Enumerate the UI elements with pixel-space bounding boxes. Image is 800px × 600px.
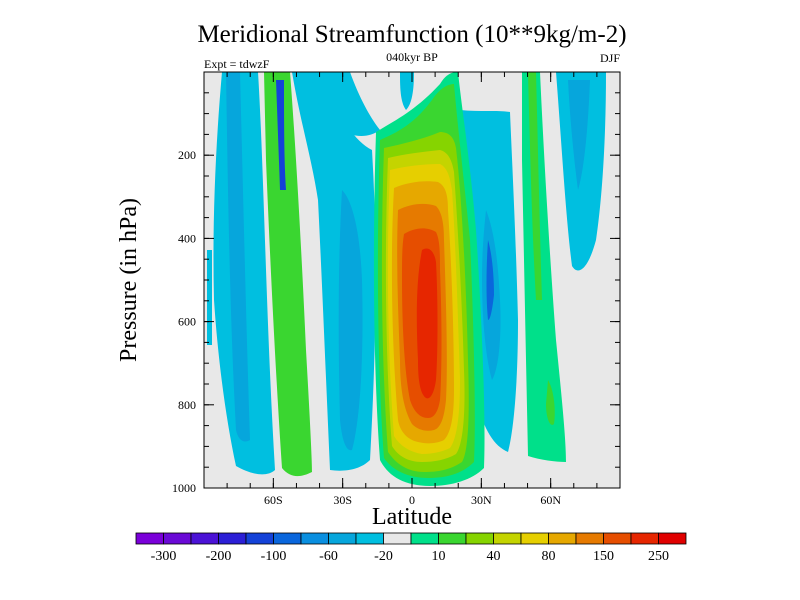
contour-band-blue-60s (276, 80, 286, 190)
y-tick-label: 400 (178, 231, 196, 245)
contour-band-lightblue-left (226, 72, 250, 442)
colorbar-swatch (465, 532, 494, 545)
colorbar-swatch (410, 532, 439, 545)
colorbar-label: 150 (593, 549, 614, 564)
colorbar-swatch (135, 532, 164, 545)
x-tick-label: 60S (264, 493, 283, 507)
chart-subtitle: 040kyr BP (386, 50, 438, 64)
x-tick-label: 30S (333, 493, 352, 507)
contour-band-cyan-upper (310, 72, 380, 136)
contour-band-lightblue-30s (338, 190, 363, 451)
x-tick-label: 0 (409, 493, 415, 507)
colorbar-swatch (438, 532, 467, 545)
contour-band-cyan-top-right (400, 72, 414, 110)
colorbar-swatch (575, 532, 604, 545)
colorbar-swatch (273, 532, 302, 545)
colorbar-swatch (245, 532, 274, 545)
colorbar-label: 10 (432, 549, 446, 564)
colorbar-swatch (493, 532, 522, 545)
y-tick-label: 800 (178, 398, 196, 412)
colorbar-label: -100 (261, 549, 287, 564)
y-tick-label: 200 (178, 148, 196, 162)
colorbar-label: 40 (487, 549, 501, 564)
colorbar-swatch (630, 532, 659, 545)
x-tick-label: 30N (471, 493, 492, 507)
colorbar-swatch (383, 532, 412, 545)
colorbar-labels: -300 -200 -100 -60 -20 10 40 80 150 250 (151, 549, 669, 564)
contour-band-blue-30n (486, 240, 494, 320)
colorbar-label: 80 (542, 549, 556, 564)
colorbar-swatch (163, 532, 192, 545)
plot-area (204, 72, 620, 488)
colorbar-label: 250 (648, 549, 669, 564)
colorbar-label: -300 (151, 549, 177, 564)
contour-band-green-60s (264, 72, 312, 477)
colorbar-swatch (190, 532, 219, 545)
axis-ticks (204, 72, 620, 489)
colorbar (135, 532, 687, 545)
colorbar-swatch (355, 532, 384, 545)
y-tick-label: 1000 (172, 481, 196, 495)
colorbar-swatch (603, 532, 632, 545)
colorbar-swatch (300, 532, 329, 545)
contour-band-red-eq (416, 248, 438, 399)
y-tick-labels: 200 400 600 800 1000 (172, 148, 196, 495)
contour-band-green-60n-low (546, 380, 555, 425)
y-axis-label: Pressure (in hPa) (116, 198, 142, 362)
contour-band-edge-left (207, 250, 212, 345)
contour-band-lightblue-right-top (568, 80, 590, 190)
colorbar-swatch (548, 532, 577, 545)
colorbar-swatch (328, 532, 357, 545)
y-tick-label: 600 (178, 315, 196, 329)
x-axis-label: Latitude (372, 504, 452, 530)
chart-title: Meridional Streamfunction (10**9kg/m-2) (197, 21, 626, 48)
experiment-label: Expt = tdwzF (204, 57, 270, 71)
colorbar-swatch (658, 532, 687, 545)
x-tick-label: 60N (540, 493, 561, 507)
colorbar-label: -60 (319, 549, 338, 564)
season-label: DJF (600, 51, 620, 65)
colorbar-swatch (218, 532, 247, 545)
colorbar-swatch (520, 532, 549, 545)
colorbar-label: -200 (206, 549, 232, 564)
colorbar-label: -20 (374, 549, 393, 564)
x-tick-labels: 60S 30S 0 30N 60N (264, 493, 561, 507)
contour-band-green-60n (528, 72, 542, 300)
